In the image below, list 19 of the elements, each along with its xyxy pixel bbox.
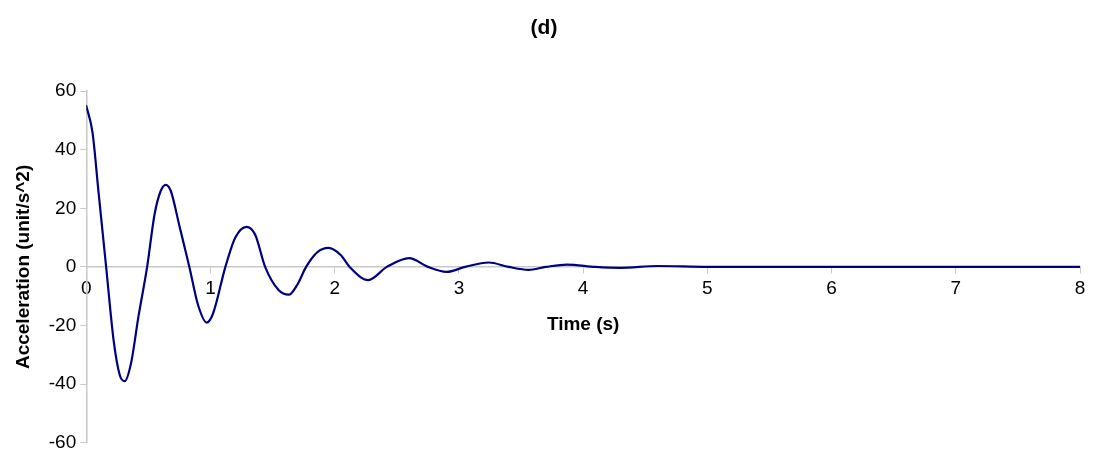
y-tick-label: -20 xyxy=(48,313,77,335)
x-tick-label: 7 xyxy=(950,276,962,298)
x-tick-label: 2 xyxy=(329,276,340,298)
chart-title: (d) xyxy=(530,15,558,39)
y-tick-label: -40 xyxy=(48,372,77,394)
x-tick-label: 3 xyxy=(453,276,465,298)
x-tick-label: 0 xyxy=(80,276,92,298)
y-tick-label: 40 xyxy=(55,138,77,159)
y-tick-label: 0 xyxy=(65,255,77,277)
x-tick-label: 6 xyxy=(826,276,837,298)
y-tick-label: -60 xyxy=(48,430,77,452)
x-tick-label: 8 xyxy=(1074,276,1086,298)
y-tick-label: 60 xyxy=(55,79,77,101)
x-tick-label: 4 xyxy=(577,276,589,298)
y-tick-label: 20 xyxy=(55,196,77,218)
y-axis-title: Acceleration (unit/s^2) xyxy=(11,164,33,370)
x-axis-title: Time (s) xyxy=(546,313,620,335)
x-tick-label: 1 xyxy=(205,276,216,298)
x-tick-label: 5 xyxy=(702,276,713,298)
